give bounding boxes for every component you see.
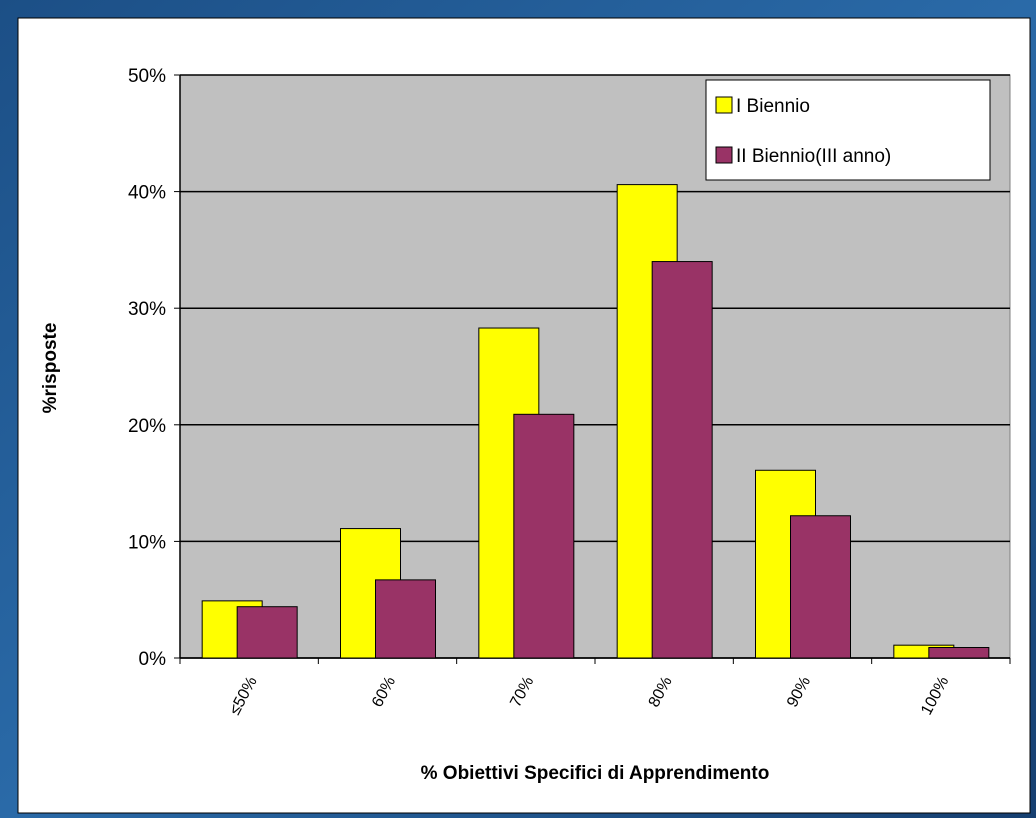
legend-swatch	[715, 96, 733, 114]
y-axis-title: %risposte	[40, 323, 61, 414]
y-tick-label: 30%	[128, 299, 166, 320]
bar	[236, 606, 298, 659]
y-tick-label: 20%	[128, 416, 166, 437]
bar	[513, 413, 575, 659]
y-tick-label: 10%	[128, 532, 166, 553]
y-tick-label: 50%	[128, 66, 166, 87]
y-tick-label: 0%	[139, 649, 167, 670]
legend-label: I Biennio	[736, 96, 810, 117]
legend-swatch	[715, 146, 733, 164]
bar	[928, 647, 990, 659]
bar	[790, 515, 851, 659]
x-axis-title: % Obiettivi Specifici di Apprendimento	[421, 763, 770, 784]
bar	[651, 261, 713, 659]
legend-box	[705, 79, 991, 181]
legend-label: II Biennio(III anno)	[736, 146, 891, 167]
y-tick-label: 40%	[128, 183, 166, 204]
bar	[375, 579, 436, 659]
